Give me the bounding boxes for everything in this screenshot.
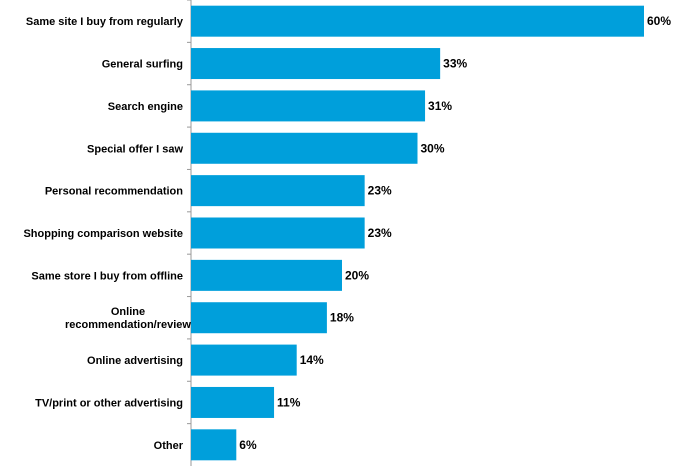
- category-label: Other: [154, 440, 184, 452]
- category-label-line: recommendation/review: [65, 319, 191, 331]
- category-label-line: TV/print or other advertising: [35, 397, 183, 409]
- bar-value-label: 33%: [443, 57, 467, 71]
- category-label: Same site I buy from regularly: [26, 16, 184, 28]
- bar: [191, 302, 327, 334]
- category-label-line: Online advertising: [87, 355, 183, 367]
- bar: [191, 386, 275, 418]
- category-label: Online advertising: [87, 355, 183, 367]
- category-label-line: Other: [154, 440, 184, 452]
- bar: [191, 217, 365, 249]
- category-label-line: Special offer I saw: [87, 143, 183, 155]
- bar-value-label: 6%: [239, 438, 257, 452]
- category-label: Shopping comparison website: [23, 228, 183, 240]
- category-label: Same store I buy from offline: [31, 270, 183, 282]
- bar-value-label: 18%: [330, 311, 354, 325]
- category-label-line: Personal recommendation: [45, 186, 183, 198]
- category-label: Personal recommendation: [45, 186, 183, 198]
- bar: [191, 259, 342, 291]
- bar: [191, 90, 426, 122]
- bar-value-label: 60%: [647, 14, 671, 28]
- category-label: Online recommendation/review: [65, 306, 191, 331]
- bar-value-label: 23%: [368, 184, 392, 198]
- bar: [191, 132, 418, 164]
- category-label-line: Same site I buy from regularly: [26, 16, 184, 28]
- category-label: TV/print or other advertising: [35, 397, 183, 409]
- bar-value-label: 30%: [421, 141, 445, 155]
- category-label-line: Shopping comparison website: [23, 228, 183, 240]
- bar-value-label: 20%: [345, 268, 369, 282]
- bar: [191, 429, 237, 461]
- bar: [191, 344, 297, 376]
- category-label: Special offer I saw: [87, 143, 183, 155]
- bar: [191, 5, 644, 37]
- bar-value-label: 14%: [300, 353, 324, 367]
- bar: [191, 48, 441, 80]
- category-label: Search engine: [108, 101, 183, 113]
- category-label-line: General surfing: [102, 59, 183, 71]
- category-label-line: Online: [111, 306, 145, 318]
- bar-value-label: 31%: [428, 99, 452, 113]
- category-label: General surfing: [102, 59, 183, 71]
- bar-value-label: 11%: [277, 395, 301, 409]
- category-label-line: Search engine: [108, 101, 183, 113]
- category-label-line: Same store I buy from offline: [31, 270, 183, 282]
- bar-value-label: 23%: [368, 226, 392, 240]
- bar: [191, 175, 365, 207]
